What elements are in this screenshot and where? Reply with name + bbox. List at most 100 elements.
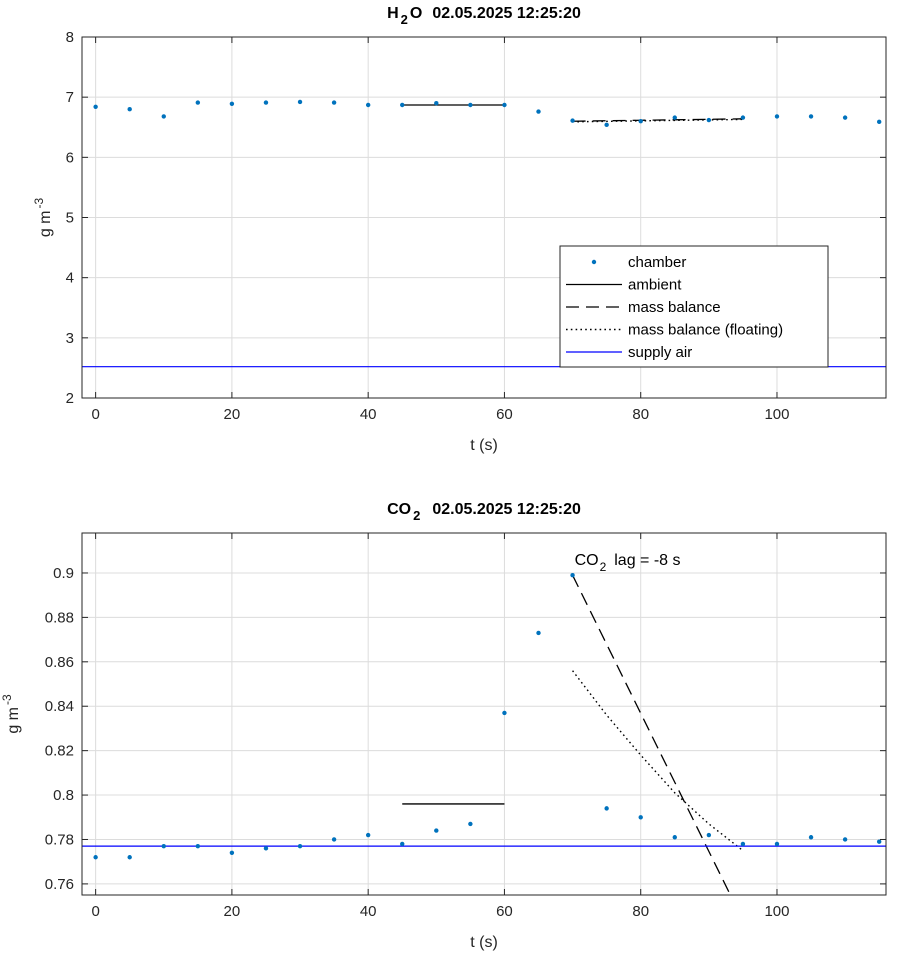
chamber-point <box>161 843 166 849</box>
legend-label: supply air <box>628 344 692 361</box>
x-tick-label: 80 <box>632 406 649 423</box>
x-tick-label: 20 <box>224 406 241 423</box>
series-mass-balance-line <box>571 574 730 894</box>
y-tick-label: 0.88 <box>45 609 74 626</box>
y-tick-label: 5 <box>66 210 74 227</box>
chamber-point <box>740 115 746 120</box>
chamber-point <box>468 102 473 108</box>
chamber-point <box>570 118 575 123</box>
y-label-superscript: -3 <box>0 694 14 705</box>
y-label-superscript: -3 <box>32 198 46 209</box>
x-tick-label: 40 <box>360 406 377 423</box>
chart-title: H 2 O 02.05.2025 12:25:20 <box>387 5 581 27</box>
chamber-point <box>195 843 201 849</box>
chamber-point <box>297 843 303 849</box>
chamber-point <box>604 806 609 811</box>
chamber-point <box>161 114 166 119</box>
chamber-point <box>638 815 643 820</box>
y-tick-label: 8 <box>66 29 74 46</box>
legend-marker-chamber <box>591 259 597 265</box>
chamber-point <box>774 841 780 847</box>
chamber-point <box>263 100 269 105</box>
title-suffix: O <box>410 5 422 22</box>
y-tick-label: 4 <box>66 270 74 287</box>
y-tick-label: 0.8 <box>53 787 74 804</box>
chamber-point <box>842 115 848 120</box>
legend-label: mass balance <box>628 299 721 316</box>
chamber-point <box>876 119 882 125</box>
y-label-base: g m <box>37 211 54 238</box>
lag-annotation: CO2 lag = -8 s <box>575 552 681 574</box>
chamber-point <box>570 572 575 578</box>
annotation-text: lag = -8 s <box>614 552 680 569</box>
annotation-species: CO <box>575 552 599 569</box>
y-tick-label: 0.76 <box>45 876 74 893</box>
chamber-point <box>536 109 541 114</box>
x-axis-label: t (s) <box>470 437 498 454</box>
chamber-point <box>434 828 439 833</box>
chamber-point <box>808 835 814 840</box>
plot-area <box>82 572 886 894</box>
title-timestamp: 02.05.2025 12:25:20 <box>432 5 581 22</box>
chamber-point <box>706 832 712 838</box>
chamber-point <box>468 821 473 827</box>
h2o-chart: 0 20 40 60 80 100 2 3 4 5 6 7 8 H 2 O 02.05.2025 12:25:2… <box>32 5 887 454</box>
co2-chart: 0 20 40 60 80 100 0.76 0.78 0.8 0.82 0.84 0.86 0.88 0… <box>0 501 887 951</box>
y-tick-label: 0.84 <box>45 698 74 715</box>
x-tick-label: 80 <box>632 903 649 920</box>
title-species: H <box>387 5 399 22</box>
chamber-point <box>842 837 848 842</box>
y-axis-label: g m -3 <box>32 198 54 238</box>
chart-title: CO 2 02.05.2025 12:25:20 <box>387 501 581 523</box>
title-subscript: 2 <box>401 12 408 27</box>
chamber-point <box>502 710 507 716</box>
series-mass-balance-floating-line <box>572 670 744 852</box>
chamber-point <box>365 102 371 108</box>
chamber-point <box>331 100 337 105</box>
series-mass-balance-line <box>572 118 743 122</box>
chamber-point <box>400 102 405 108</box>
chamber-point <box>229 101 235 106</box>
chamber-point <box>127 107 132 112</box>
x-tick-label: 0 <box>91 406 99 423</box>
y-tick-label: 7 <box>66 89 74 106</box>
axes-box <box>81 532 887 896</box>
chamber-point <box>331 837 337 842</box>
x-tick-label: 40 <box>360 903 377 920</box>
y-label-base: g m <box>5 707 22 734</box>
chamber-point <box>604 122 609 128</box>
title-subscript: 2 <box>413 508 420 523</box>
chamber-point <box>263 846 269 851</box>
chamber-point <box>93 104 98 109</box>
chamber-point <box>195 100 201 105</box>
x-tick-label: 60 <box>496 406 513 423</box>
chamber-point <box>808 114 814 119</box>
chamber-point <box>434 100 439 106</box>
chamber-point <box>502 102 507 108</box>
y-tick-label: 6 <box>66 149 74 166</box>
y-tick-label: 0.86 <box>45 654 74 671</box>
chamber-point <box>365 832 371 838</box>
x-tick-label: 0 <box>91 903 99 920</box>
chamber-point <box>706 117 712 123</box>
legend: chamber ambient mass balance mass balance (… <box>559 245 829 368</box>
chamber-point <box>400 841 405 847</box>
legend-label: chamber <box>628 254 686 271</box>
chamber-point <box>876 839 882 844</box>
chamber-point <box>127 855 132 860</box>
y-tick-label: 0.9 <box>53 565 74 582</box>
chamber-point <box>672 835 677 840</box>
x-tick-label: 20 <box>224 903 241 920</box>
chamber-point <box>297 99 303 105</box>
y-tick-label: 3 <box>66 330 74 347</box>
x-tick-label: 60 <box>496 903 513 920</box>
chamber-point <box>93 855 98 860</box>
title-species: CO <box>387 501 411 518</box>
x-tick-label: 100 <box>764 903 789 920</box>
x-axis-label: t (s) <box>470 934 498 951</box>
title-timestamp: 02.05.2025 12:25:20 <box>432 501 581 518</box>
x-tick-label: 100 <box>764 406 789 423</box>
legend-box <box>559 245 829 368</box>
chamber-point <box>536 630 541 636</box>
